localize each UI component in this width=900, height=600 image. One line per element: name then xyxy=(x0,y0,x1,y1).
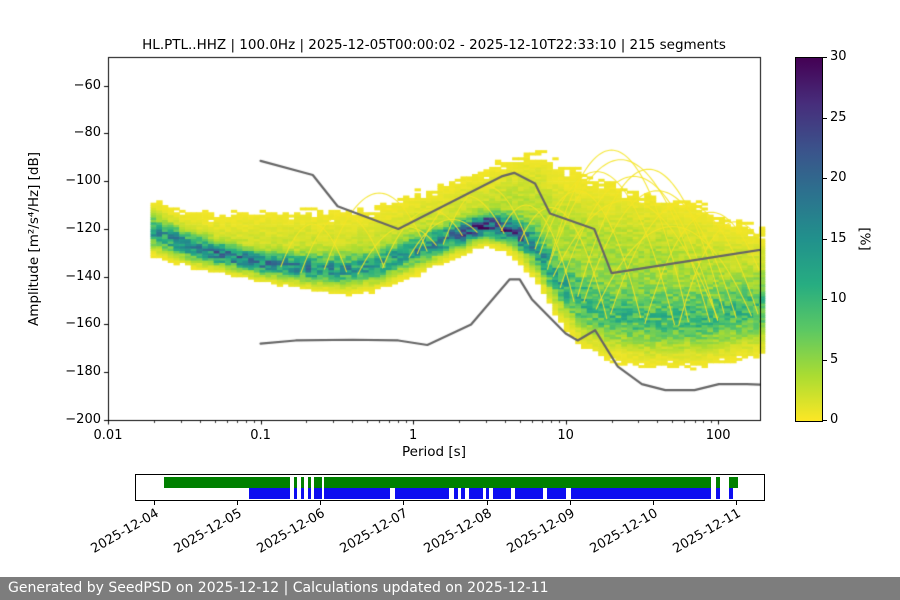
colorbar-tick-label: 30 xyxy=(830,49,847,64)
y-tick-label: −100 xyxy=(65,173,101,189)
y-tick-label: −200 xyxy=(65,412,101,427)
plot-title: HL.PTL..HHZ | 100.0Hz | 2025-12-05T00:00… xyxy=(142,37,726,53)
y-tick-label: −160 xyxy=(65,316,101,332)
y-tick-label: −60 xyxy=(73,77,101,93)
coverage-segment-green xyxy=(301,477,305,488)
timeline-tick xyxy=(320,501,322,505)
x-tick-label: 0.01 xyxy=(93,428,123,443)
colorbar-tick xyxy=(823,359,827,361)
coverage-segment-green xyxy=(728,477,738,488)
y-tick-label: −180 xyxy=(65,364,101,380)
coverage-segment-blue xyxy=(294,488,298,499)
coverage-segment-blue xyxy=(570,488,712,499)
coverage-segment-blue xyxy=(515,488,543,499)
coverage-segment-blue xyxy=(486,488,489,499)
colorbar-tick xyxy=(823,178,827,179)
coverage-segment-blue xyxy=(324,488,391,499)
coverage-segment-blue xyxy=(492,488,512,499)
timeline-tick xyxy=(486,501,488,505)
coverage-segment-blue xyxy=(249,488,290,499)
colorbar-tick xyxy=(823,299,827,300)
colorbar-tick-label: 25 xyxy=(830,109,847,125)
coverage-segment-blue xyxy=(453,488,458,499)
timeline-tick xyxy=(153,501,155,505)
x-tick-label: 1 xyxy=(408,428,418,443)
y-tick-label: −80 xyxy=(73,125,101,141)
colorbar-tick-label: 10 xyxy=(830,291,847,306)
coverage-segment-blue xyxy=(728,488,733,499)
colorbar-label-box: [%] xyxy=(848,57,882,420)
timeline-tick xyxy=(736,501,738,505)
colorbar-tick-label: 0 xyxy=(830,412,839,427)
colorbar-tick-label: 20 xyxy=(830,170,847,185)
timeline-tick xyxy=(403,501,405,505)
x-tick-label: 10 xyxy=(557,428,574,443)
coverage-segment-green xyxy=(308,477,312,488)
coverage-segment-blue xyxy=(461,488,466,499)
colorbar-tick-label: 5 xyxy=(830,351,839,367)
timeline-tick xyxy=(237,501,239,505)
x-tick-label: 100 xyxy=(705,428,731,443)
coverage-timeline xyxy=(135,474,765,501)
timeline-tick xyxy=(569,501,571,505)
colorbar-tick xyxy=(823,117,827,119)
colorbar-tick xyxy=(823,420,827,421)
coverage-segment-blue xyxy=(547,488,567,499)
colorbar-label: [%] xyxy=(857,226,873,251)
coverage-segment-green xyxy=(164,477,290,488)
coverage-segment-green xyxy=(294,477,298,488)
colorbar-tick xyxy=(823,238,827,240)
coverage-segment-green xyxy=(324,477,712,488)
coverage-segment-blue xyxy=(715,488,720,499)
footer-text: Generated by SeedPSD on 2025-12-12 | Cal… xyxy=(8,580,549,596)
coverage-segment-blue xyxy=(314,488,322,499)
timeline-tick xyxy=(652,501,654,505)
colorbar-tick xyxy=(823,57,827,58)
colorbar-tick-label: 15 xyxy=(830,230,847,246)
x-axis-label: Period [s] xyxy=(402,444,466,460)
footer-bar: Generated by SeedPSD on 2025-12-12 | Cal… xyxy=(0,577,900,600)
y-tick-label: −140 xyxy=(65,268,101,284)
coverage-segment-blue xyxy=(394,488,449,499)
y-tick-label: −120 xyxy=(65,220,101,236)
colorbar-gradient xyxy=(795,57,823,422)
coverage-segment-blue xyxy=(468,488,483,499)
x-tick-label: 0.1 xyxy=(250,428,271,443)
coverage-segment-green xyxy=(715,477,720,488)
coverage-segment-blue xyxy=(308,488,312,499)
coverage-segment-green xyxy=(314,477,322,488)
coverage-segment-blue xyxy=(301,488,305,499)
